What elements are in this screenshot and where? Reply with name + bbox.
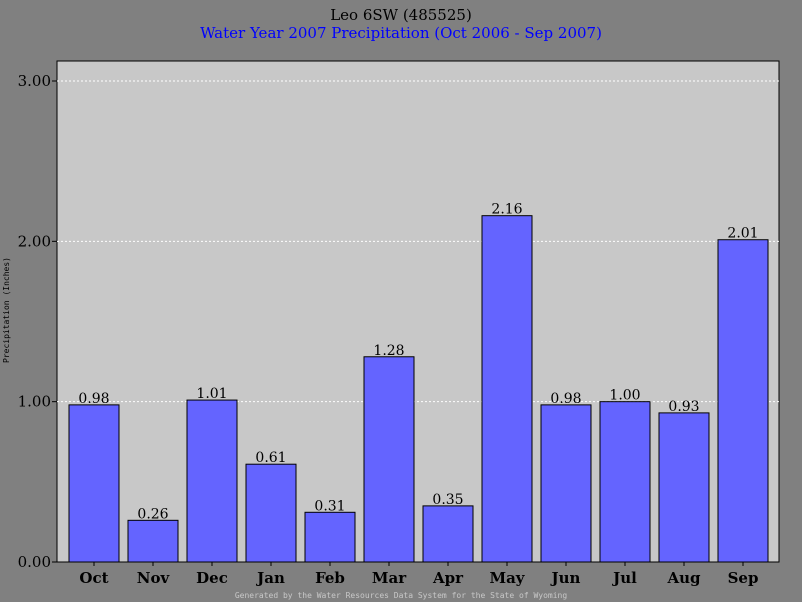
- bar-sep: [717, 239, 769, 563]
- value-label: 0.98: [78, 391, 109, 407]
- y-tick-label: 2.00: [18, 232, 51, 250]
- value-label: 0.93: [668, 399, 699, 415]
- bar-oct: [68, 404, 120, 563]
- bar-apr: [422, 505, 474, 563]
- x-tick-label: Jul: [611, 569, 637, 587]
- x-tick-label: Feb: [315, 569, 345, 587]
- value-label: 2.01: [727, 226, 758, 242]
- value-label: 0.26: [137, 506, 168, 522]
- x-tick-label: May: [489, 569, 525, 587]
- value-label: 0.35: [432, 492, 463, 508]
- value-label: 1.00: [609, 388, 640, 404]
- bar-feb: [304, 511, 356, 563]
- bar-nov: [127, 519, 179, 563]
- x-tick-label: Nov: [137, 569, 171, 587]
- bar-jun: [540, 404, 592, 563]
- value-label: 1.01: [196, 386, 227, 402]
- x-tick-label: Apr: [432, 569, 464, 587]
- bar-dec: [186, 399, 238, 563]
- bar-mar: [363, 356, 415, 563]
- bars: [68, 215, 769, 563]
- y-tick-label: 3.00: [18, 72, 51, 90]
- chart-title: Leo 6SW (485525): [330, 6, 472, 24]
- x-tick-label: Jun: [550, 569, 581, 587]
- value-label: 1.28: [373, 343, 404, 359]
- y-tick-label: 0.00: [18, 553, 51, 571]
- x-tick-label: Mar: [372, 569, 407, 587]
- bar-may: [481, 215, 533, 563]
- bar-jan: [245, 463, 297, 563]
- x-tick-label: Aug: [666, 569, 701, 587]
- value-label: 0.98: [550, 391, 581, 407]
- grid-lines: [57, 80, 779, 403]
- x-tick-label: Oct: [79, 569, 108, 587]
- y-axis-label: Precipitation (Inches): [2, 257, 11, 363]
- bar-aug: [658, 412, 710, 563]
- value-label: 2.16: [491, 202, 522, 218]
- bar-jul: [599, 401, 651, 563]
- value-label: 0.61: [255, 450, 286, 466]
- value-label: 0.31: [314, 498, 345, 514]
- x-axis-ticks: Oct Nov Dec Jan Feb Mar Apr May Jun Jul Aug Sep: [79, 562, 758, 587]
- y-tick-label: 1.00: [18, 393, 51, 411]
- x-tick-label: Dec: [196, 569, 228, 587]
- value-labels: 0.98 0.26 1.01 0.61 0.31 1.28 0.35 2.16 0.98 1.00…: [78, 202, 758, 523]
- y-axis-ticks: 0.00 1.00 2.00 3.00: [18, 72, 57, 571]
- chart-subtitle: Water Year 2007 Precipitation (Oct 2006 …: [200, 24, 602, 42]
- footer-credit: Generated by the Water Resources Data Sy…: [235, 591, 568, 600]
- x-tick-label: Jan: [255, 569, 285, 587]
- x-tick-label: Sep: [728, 569, 759, 587]
